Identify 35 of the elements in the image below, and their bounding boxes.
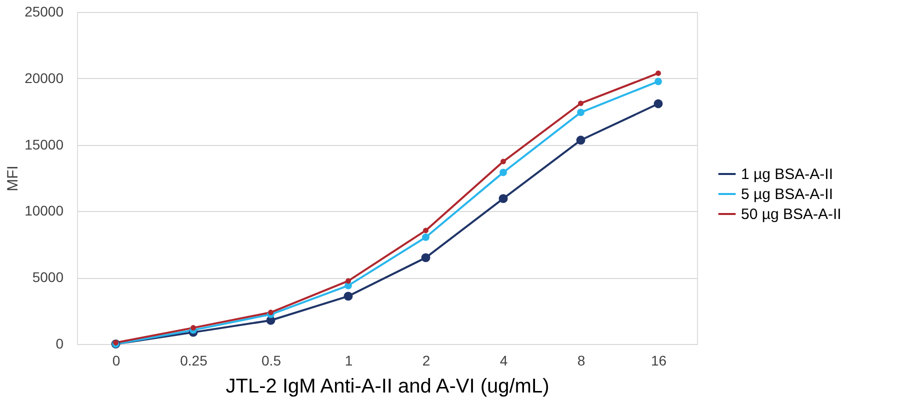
point <box>577 108 584 116</box>
point <box>346 278 351 284</box>
point <box>344 292 353 301</box>
legend-label: 5 µg BSA-A-II <box>741 186 834 203</box>
y-tick-label: 10000 <box>24 202 64 219</box>
x-tick-label: 1 <box>344 352 353 368</box>
y-axis-title: MFI <box>4 166 22 192</box>
point <box>268 310 274 316</box>
point <box>654 78 662 86</box>
point <box>190 325 196 331</box>
point <box>578 100 584 106</box>
point <box>656 70 661 76</box>
point <box>500 158 506 164</box>
y-tick-label: 15000 <box>24 136 64 152</box>
y-tick-label: 25000 <box>24 4 64 20</box>
x-tick-label: 0.5 <box>262 352 282 368</box>
x-axis-title: JTL-2 IgM Anti-A-II and A-VI (ug/mL) <box>226 376 550 398</box>
x-tick-label: 16 <box>650 352 667 368</box>
x-tick-label: 2 <box>422 352 430 368</box>
x-tick-label: 0.25 <box>180 352 208 368</box>
y-tick-label: 20000 <box>24 70 64 86</box>
point <box>654 99 663 108</box>
x-tick-label: 8 <box>577 352 586 368</box>
point <box>576 136 586 145</box>
legend-label: 1 µg BSA-A-II <box>741 166 834 183</box>
point <box>421 253 430 262</box>
point <box>423 228 428 234</box>
legend-label: 50 µg BSA-A-II <box>741 206 842 223</box>
point <box>498 194 508 204</box>
x-tick-label: 4 <box>500 352 508 368</box>
y-tick-label: 0 <box>56 336 64 352</box>
y-tick-label: 5000 <box>32 269 64 286</box>
x-tick-label: 0 <box>112 352 120 368</box>
point <box>500 168 507 176</box>
point <box>422 234 430 241</box>
